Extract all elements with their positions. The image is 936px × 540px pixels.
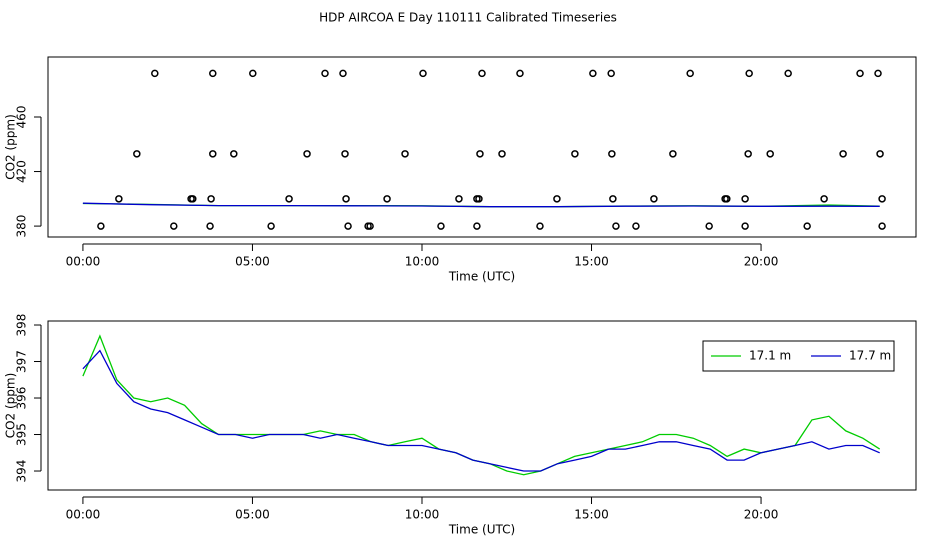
data-point [455, 195, 463, 203]
data-point [723, 195, 731, 203]
data-point [650, 195, 658, 203]
data-point [686, 69, 694, 78]
data-point [878, 195, 886, 203]
data-point [97, 222, 105, 230]
y-tick-label: 396 [15, 387, 29, 410]
data-point [803, 222, 811, 230]
legend-label: 17.7 m [849, 349, 891, 363]
data-point [632, 222, 640, 230]
data-point [612, 222, 620, 230]
y-tick-label: 380 [15, 215, 29, 238]
data-point [874, 69, 882, 78]
y-tick-label: 395 [15, 423, 29, 446]
data-point [609, 195, 617, 203]
x-axis-label: Time (UTC) [448, 270, 515, 284]
data-point [189, 195, 197, 203]
data-point [133, 150, 141, 158]
data-point [473, 222, 481, 230]
data-point [553, 195, 561, 203]
data-point [741, 195, 749, 203]
data-point [571, 150, 579, 158]
data-point [285, 195, 293, 203]
x-tick-label: 15:00 [574, 508, 609, 522]
y-tick-label: 460 [15, 106, 29, 129]
series-line [82, 202, 880, 208]
x-tick-label: 10:00 [405, 508, 440, 522]
data-point [705, 222, 713, 230]
data-point [498, 150, 506, 158]
y-tick-label: 394 [15, 460, 29, 483]
legend-label: 17.1 m [749, 349, 791, 363]
data-point [303, 150, 311, 158]
x-tick-label: 20:00 [744, 508, 779, 522]
data-point [741, 222, 749, 230]
data-point [209, 69, 217, 78]
data-point [151, 69, 159, 78]
data-point [876, 150, 884, 158]
data-point [607, 69, 615, 78]
data-point [209, 150, 217, 158]
data-point [766, 150, 774, 158]
x-tick-label: 05:00 [235, 508, 270, 522]
data-point [344, 222, 352, 230]
data-point [383, 195, 391, 203]
data-point [839, 150, 847, 158]
x-tick-label: 15:00 [574, 255, 609, 269]
data-point [516, 69, 524, 78]
plot-frame [47, 56, 917, 238]
y-tick-label: 397 [15, 350, 29, 373]
data-point [589, 69, 597, 78]
series-line [82, 349, 880, 472]
data-point [339, 69, 347, 78]
data-point [419, 69, 427, 78]
data-point [437, 222, 445, 230]
x-tick-label: 05:00 [235, 255, 270, 269]
data-point [820, 195, 828, 203]
data-point [170, 222, 178, 230]
data-point [476, 150, 484, 158]
data-point [744, 150, 752, 158]
plot-frame [47, 320, 917, 491]
data-point [342, 195, 350, 203]
data-point [478, 69, 486, 78]
data-point [341, 150, 349, 158]
legend-box [702, 340, 895, 372]
data-point [401, 150, 409, 158]
data-point [856, 69, 864, 78]
x-tick-label: 00:00 [66, 255, 101, 269]
data-point [536, 222, 544, 230]
data-point [321, 69, 329, 78]
data-point [249, 69, 257, 78]
data-point [207, 195, 215, 203]
data-point [115, 195, 123, 203]
data-point [608, 150, 616, 158]
data-point [784, 69, 792, 78]
data-point [745, 69, 753, 78]
data-point [230, 150, 238, 158]
data-point [206, 222, 214, 230]
x-tick-label: 10:00 [405, 255, 440, 269]
y-axis-label: CO2 (ppm) [4, 114, 18, 180]
chart-title: HDP AIRCOA E Day 110111 Calibrated Times… [319, 11, 617, 25]
data-point [669, 150, 677, 158]
y-axis-label: CO2 (ppm) [4, 373, 18, 439]
data-point [267, 222, 275, 230]
data-point [878, 222, 886, 230]
x-tick-label: 20:00 [744, 255, 779, 269]
y-tick-label: 398 [15, 314, 29, 337]
x-axis-label: Time (UTC) [448, 523, 515, 537]
data-point [475, 195, 483, 203]
data-point [366, 222, 374, 230]
x-tick-label: 00:00 [66, 508, 101, 522]
y-tick-label: 420 [15, 160, 29, 183]
